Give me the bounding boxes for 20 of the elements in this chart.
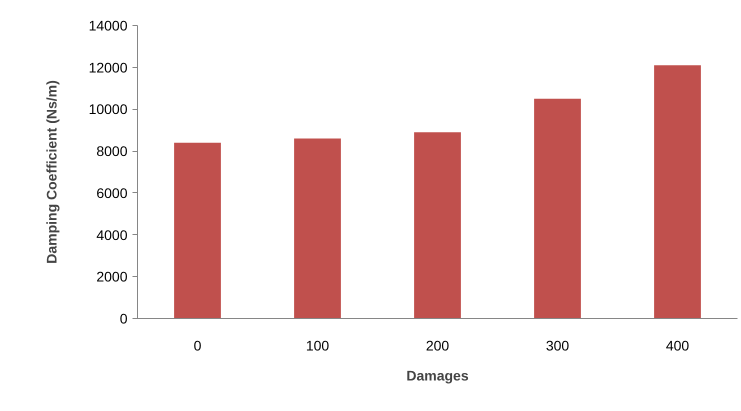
x-axis-title: Damages	[406, 368, 469, 384]
bar	[654, 65, 701, 318]
y-tick-label: 12000	[88, 59, 128, 76]
x-tick-label: 400	[666, 338, 690, 354]
y-tick-label: 4000	[96, 226, 128, 243]
x-tick-label: 200	[426, 338, 450, 354]
y-axis-title: Damping Coefficient (Ns/m)	[44, 80, 60, 264]
bar	[294, 138, 341, 318]
bar	[534, 98, 581, 318]
x-tick-label: 100	[306, 338, 330, 354]
y-tick-label: 0	[120, 310, 128, 326]
x-tick-label: 0	[194, 338, 202, 354]
y-tick-label: 14000	[88, 18, 128, 34]
y-tick-label: 2000	[96, 268, 128, 285]
bar	[174, 142, 221, 318]
y-tick-label: 10000	[88, 101, 128, 118]
y-tick-label: 8000	[96, 143, 128, 160]
y-tick-label: 6000	[96, 184, 128, 201]
x-tick-label: 300	[546, 338, 570, 354]
bar	[414, 132, 461, 318]
